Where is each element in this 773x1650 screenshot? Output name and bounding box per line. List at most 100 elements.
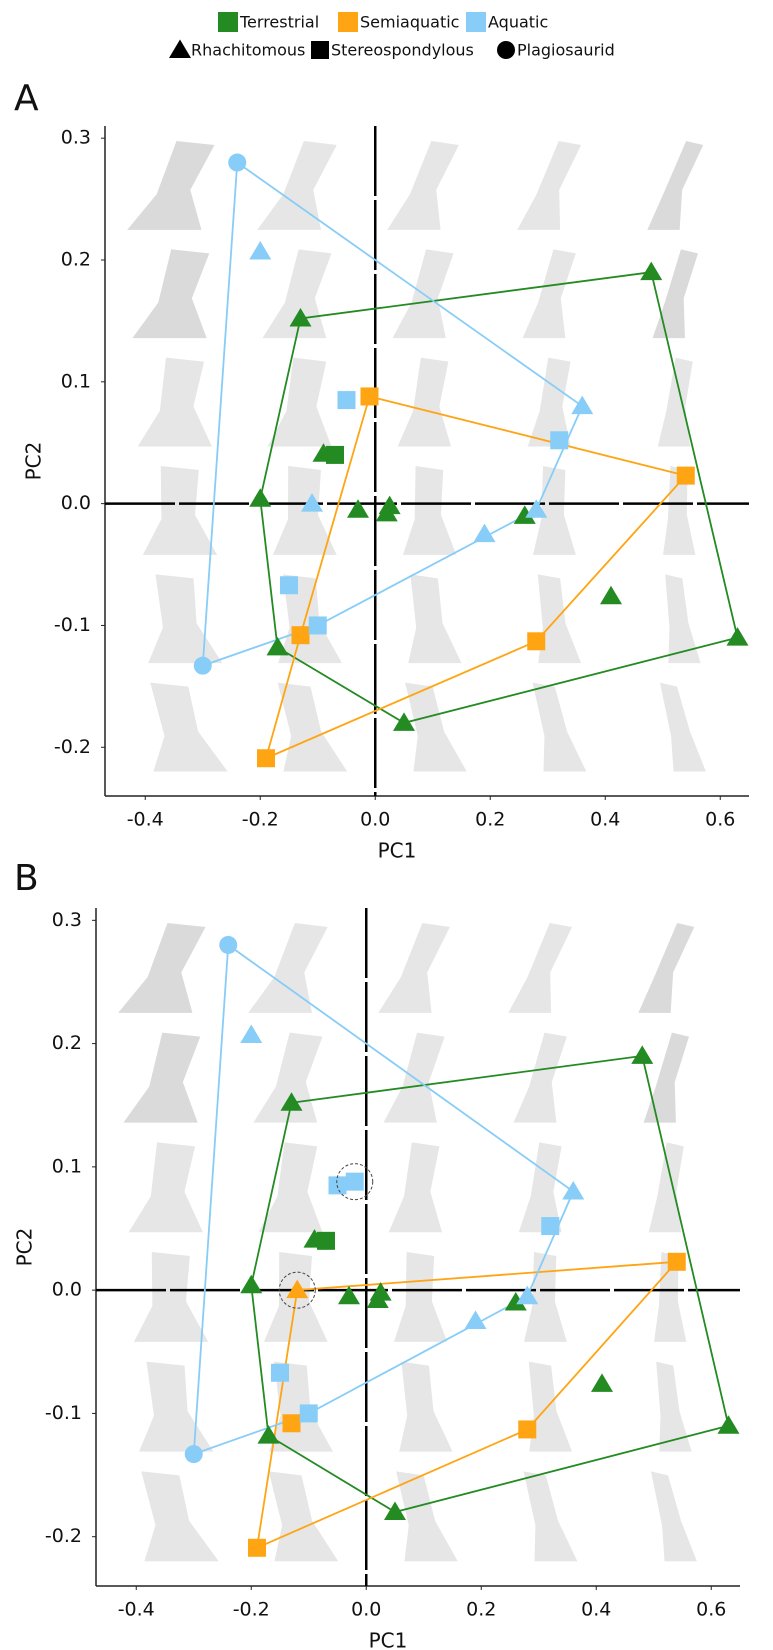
x-tick-label: -0.2	[242, 809, 279, 831]
silhouette	[408, 574, 461, 663]
x-tick-label: 0.2	[466, 1599, 496, 1621]
silhouette	[396, 1471, 458, 1561]
point	[718, 1415, 740, 1434]
point	[591, 1373, 613, 1392]
point	[361, 387, 379, 405]
legend-label: Semiaquatic	[360, 13, 459, 32]
legend-label: Stereospondylous	[331, 41, 474, 60]
point	[668, 1253, 686, 1271]
silhouette	[653, 249, 698, 338]
y-tick-label: -0.1	[45, 1402, 82, 1424]
y-tick-label: 0.1	[61, 370, 91, 392]
point	[631, 1045, 653, 1064]
point	[518, 1420, 536, 1438]
hull	[194, 945, 574, 1454]
silhouette	[656, 1362, 691, 1452]
silhouette	[259, 1142, 323, 1232]
point	[527, 632, 545, 650]
x-axis-label: PC1	[369, 1629, 408, 1650]
point	[219, 936, 237, 954]
hull	[203, 163, 583, 666]
x-axis-label: PC1	[378, 839, 417, 863]
point	[346, 1173, 364, 1191]
silhouette	[143, 466, 217, 555]
silhouette	[523, 249, 576, 338]
silhouette	[118, 923, 205, 1013]
point	[338, 391, 356, 409]
point	[240, 1024, 262, 1043]
y-tick-label: 0.3	[61, 127, 91, 149]
point	[317, 1232, 335, 1250]
silhouette	[651, 1471, 697, 1561]
legend-marker	[169, 40, 191, 59]
y-tick-label: 0.0	[61, 492, 91, 514]
point	[677, 467, 695, 485]
legend-marker	[311, 41, 329, 59]
point	[228, 154, 246, 172]
x-tick-label: 0.4	[590, 809, 620, 831]
legend-marker	[497, 41, 515, 59]
point	[347, 499, 369, 518]
silhouette	[665, 574, 700, 663]
point	[249, 488, 271, 507]
point	[727, 627, 749, 646]
silhouette	[508, 923, 572, 1013]
silhouette	[138, 358, 212, 447]
point	[300, 1404, 318, 1422]
silhouette	[517, 141, 581, 230]
x-tick-label: -0.4	[118, 1599, 155, 1621]
hull	[257, 1262, 677, 1548]
panel-label: B	[14, 858, 39, 899]
silhouette	[268, 358, 332, 447]
x-tick-label: 0.6	[705, 809, 735, 831]
legend-swatch	[338, 12, 358, 32]
y-tick-label: 0.3	[52, 909, 82, 931]
x-tick-label: -0.2	[233, 1599, 270, 1621]
point	[271, 1364, 289, 1382]
point	[280, 576, 298, 594]
silhouette	[405, 683, 467, 772]
silhouette	[398, 358, 451, 447]
silhouette	[378, 923, 450, 1013]
x-tick-label: 0.4	[581, 1599, 611, 1621]
point	[640, 262, 662, 281]
legend-label: Rhachitomous	[191, 41, 305, 60]
x-tick-label: 0.2	[475, 809, 505, 831]
point	[257, 749, 275, 767]
silhouette	[129, 1142, 203, 1232]
point	[283, 1414, 301, 1432]
legend-label: Plagiosaurid	[517, 41, 615, 60]
legend-label: Terrestrial	[239, 13, 319, 32]
silhouette	[514, 1033, 567, 1123]
point	[326, 446, 344, 464]
point	[571, 396, 593, 415]
point	[338, 1286, 360, 1305]
silhouette	[148, 574, 222, 663]
silhouette	[644, 1033, 689, 1123]
y-axis-label: PC2	[13, 1228, 37, 1267]
silhouette	[524, 1471, 578, 1561]
silhouette	[533, 683, 587, 772]
legend-swatch	[218, 12, 238, 32]
y-tick-label: 0.0	[52, 1279, 82, 1301]
silhouette	[638, 923, 694, 1013]
point	[194, 657, 212, 675]
silhouette	[141, 1471, 218, 1561]
y-axis-label: PC2	[22, 442, 46, 481]
y-tick-label: 0.2	[52, 1032, 82, 1054]
point	[600, 586, 622, 605]
point	[248, 1539, 266, 1557]
silhouette	[399, 1362, 452, 1452]
silhouette	[394, 1252, 447, 1342]
x-tick-label: 0.6	[696, 1599, 726, 1621]
point	[550, 431, 568, 449]
silhouette	[139, 1362, 213, 1452]
silhouette	[647, 141, 703, 230]
x-tick-label: 0.0	[360, 809, 390, 831]
panel-label: A	[14, 78, 39, 119]
silhouette	[127, 141, 214, 230]
silhouette	[403, 466, 456, 555]
x-tick-label: -0.4	[127, 809, 164, 831]
